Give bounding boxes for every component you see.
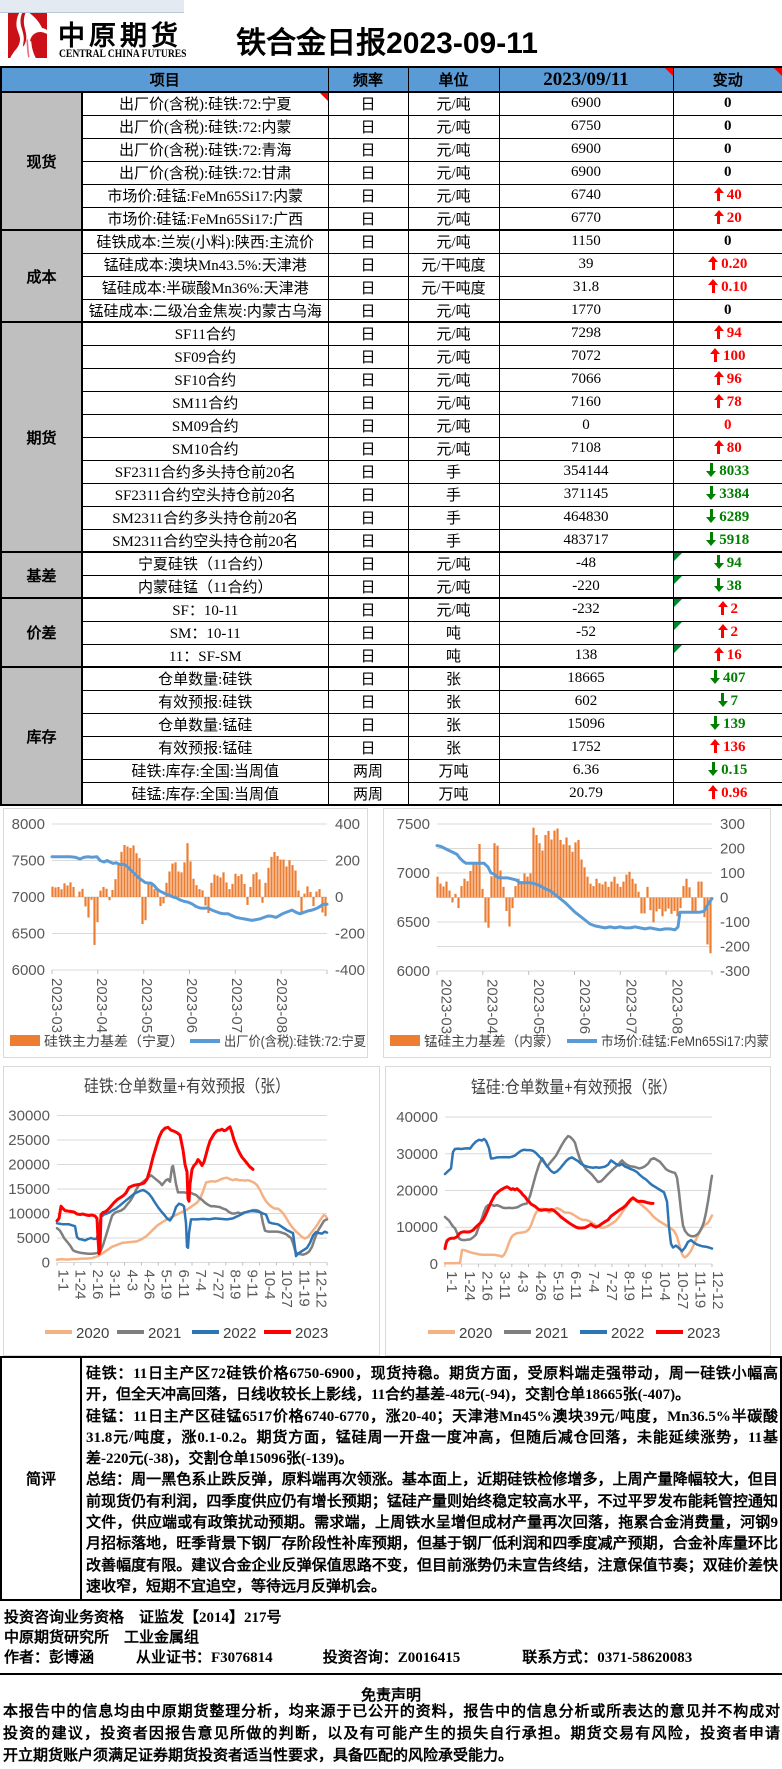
svg-text:6-11: 6-11 [567, 1271, 584, 1300]
svg-text:2023: 2023 [295, 1325, 328, 1342]
svg-text:锰硅主力基差（内蒙）: 锰硅主力基差（内蒙） [424, 1033, 560, 1049]
svg-text:3-11: 3-11 [496, 1271, 513, 1300]
svg-text:2020: 2020 [459, 1325, 492, 1342]
svg-text:2023-08: 2023-08 [669, 979, 686, 1034]
svg-text:硅铁主力基差（宁夏）: 硅铁主力基差（宁夏） [44, 1033, 184, 1049]
svg-text:7000: 7000 [12, 889, 45, 906]
svg-text:400: 400 [335, 816, 360, 833]
svg-text:0: 0 [720, 890, 728, 907]
svg-text:6-11: 6-11 [175, 1270, 192, 1299]
svg-text:2021: 2021 [148, 1325, 181, 1342]
svg-text:6000: 6000 [12, 962, 45, 979]
svg-text:10-27: 10-27 [674, 1271, 691, 1309]
svg-text:2023-05: 2023-05 [530, 979, 547, 1034]
svg-text:7000: 7000 [397, 865, 430, 882]
svg-text:11-19: 11-19 [692, 1271, 709, 1308]
svg-text:9-11: 9-11 [638, 1271, 655, 1300]
svg-text:1-1: 1-1 [55, 1270, 72, 1292]
svg-text:100: 100 [720, 865, 745, 882]
svg-text:7-27: 7-27 [603, 1271, 620, 1301]
svg-text:-200: -200 [720, 939, 750, 956]
svg-text:8000: 8000 [12, 816, 45, 833]
svg-text:2-16: 2-16 [479, 1271, 496, 1301]
svg-text:2023-05: 2023-05 [138, 978, 155, 1033]
svg-text:2023-06: 2023-06 [183, 978, 200, 1033]
svg-text:10-4: 10-4 [656, 1271, 673, 1301]
svg-text:-300: -300 [720, 963, 750, 980]
svg-text:9-11: 9-11 [244, 1270, 261, 1299]
svg-text:2023-03: 2023-03 [48, 978, 65, 1033]
svg-text:7500: 7500 [12, 853, 45, 870]
svg-text:6000: 6000 [397, 963, 430, 980]
svg-text:6500: 6500 [12, 926, 45, 943]
svg-text:7-27: 7-27 [209, 1270, 226, 1300]
svg-text:2023-08: 2023-08 [273, 978, 290, 1033]
svg-text:2023-06: 2023-06 [576, 979, 593, 1034]
svg-text:2021: 2021 [535, 1325, 568, 1342]
svg-text:0: 0 [42, 1255, 50, 1272]
svg-text:200: 200 [720, 841, 745, 858]
svg-text:20000: 20000 [396, 1183, 438, 1200]
svg-text:40000: 40000 [396, 1109, 438, 1126]
svg-text:12-12: 12-12 [313, 1270, 330, 1308]
svg-text:2-16: 2-16 [89, 1270, 106, 1300]
svg-text:7-4: 7-4 [585, 1271, 602, 1293]
svg-text:10-27: 10-27 [278, 1270, 295, 1308]
svg-text:2023: 2023 [687, 1325, 720, 1342]
svg-text:市场价:硅锰:FeMn65Si17:内蒙: 市场价:硅锰:FeMn65Si17:内蒙 [601, 1033, 769, 1049]
svg-text:6500: 6500 [397, 914, 430, 931]
svg-text:30000: 30000 [8, 1108, 50, 1125]
svg-text:2020: 2020 [76, 1325, 109, 1342]
svg-text:11-19: 11-19 [295, 1270, 312, 1307]
svg-text:硅铁:仓单数量+有效预报（张）: 硅铁:仓单数量+有效预报（张） [84, 1077, 290, 1096]
svg-text:10000: 10000 [396, 1219, 438, 1236]
svg-text:2023-07: 2023-07 [622, 979, 639, 1034]
svg-text:200: 200 [335, 853, 360, 870]
svg-text:25000: 25000 [8, 1132, 50, 1149]
svg-text:15000: 15000 [8, 1181, 50, 1198]
svg-text:-200: -200 [335, 926, 365, 943]
svg-text:4-26: 4-26 [141, 1270, 158, 1300]
svg-text:0: 0 [430, 1256, 438, 1273]
svg-text:2023-04: 2023-04 [484, 979, 501, 1034]
svg-text:8-19: 8-19 [621, 1271, 638, 1301]
svg-text:0: 0 [335, 889, 343, 906]
svg-text:4-26: 4-26 [532, 1271, 549, 1301]
svg-text:10-4: 10-4 [261, 1270, 278, 1300]
svg-text:10000: 10000 [8, 1206, 50, 1223]
svg-text:4-3: 4-3 [123, 1270, 140, 1292]
svg-text:5000: 5000 [17, 1230, 50, 1247]
svg-text:5-19: 5-19 [158, 1270, 175, 1300]
svg-text:1-24: 1-24 [72, 1270, 89, 1300]
svg-text:1-1: 1-1 [443, 1271, 460, 1293]
svg-text:-400: -400 [335, 962, 365, 979]
svg-text:3-11: 3-11 [106, 1270, 123, 1299]
svg-text:-100: -100 [720, 914, 750, 931]
svg-text:5-19: 5-19 [550, 1271, 567, 1301]
svg-text:12-12: 12-12 [709, 1271, 726, 1309]
svg-text:出厂价(含税):硅铁:72:宁夏: 出厂价(含税):硅铁:72:宁夏 [224, 1033, 366, 1049]
svg-text:300: 300 [720, 816, 745, 833]
svg-text:8-19: 8-19 [227, 1270, 244, 1300]
svg-text:2023-03: 2023-03 [438, 979, 455, 1034]
svg-text:2023-04: 2023-04 [93, 978, 110, 1033]
svg-text:4-3: 4-3 [514, 1271, 531, 1293]
svg-text:1-24: 1-24 [461, 1271, 478, 1301]
svg-text:7-4: 7-4 [192, 1270, 209, 1292]
svg-text:锰硅:仓单数量+有效预报（张）: 锰硅:仓单数量+有效预报（张） [471, 1078, 677, 1097]
svg-text:20000: 20000 [8, 1157, 50, 1174]
svg-text:2022: 2022 [223, 1325, 256, 1342]
svg-text:2023-07: 2023-07 [228, 978, 245, 1033]
svg-text:7500: 7500 [397, 816, 430, 833]
svg-text:2022: 2022 [611, 1325, 644, 1342]
svg-text:30000: 30000 [396, 1146, 438, 1163]
